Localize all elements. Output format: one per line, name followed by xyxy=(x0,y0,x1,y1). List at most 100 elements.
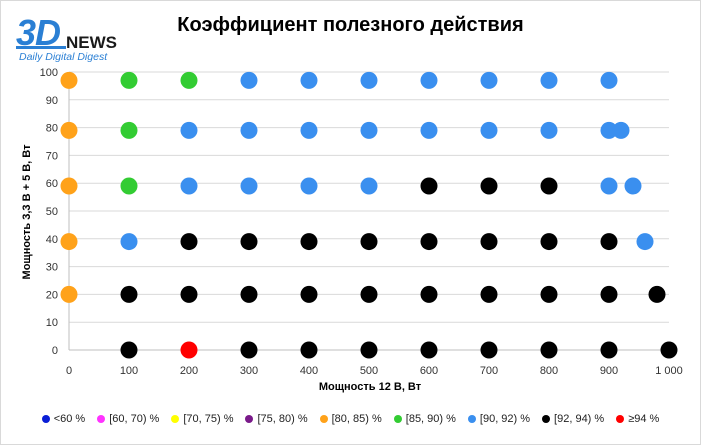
data-point xyxy=(180,233,198,251)
data-point xyxy=(360,233,378,251)
data-point xyxy=(360,121,378,139)
data-point xyxy=(420,341,438,359)
data-point xyxy=(600,177,618,195)
legend-item: ≥94 % xyxy=(616,413,659,425)
data-point xyxy=(480,177,498,195)
data-point xyxy=(300,285,318,303)
data-point xyxy=(420,177,438,195)
data-point xyxy=(420,71,438,89)
data-point xyxy=(120,233,138,251)
legend-marker xyxy=(616,415,625,423)
data-point xyxy=(480,341,498,359)
y-tick-label: 100 xyxy=(40,67,58,79)
y-tick-label: 10 xyxy=(46,317,58,329)
data-point xyxy=(120,341,138,359)
chart-title-wrap: Коэффициент полезного действия xyxy=(0,14,701,37)
legend-label: [90, 92) % xyxy=(479,413,531,425)
data-point xyxy=(240,341,258,359)
y-tick-label: 80 xyxy=(46,123,58,135)
y-tick-label: 60 xyxy=(46,178,58,190)
legend-item: <60 % xyxy=(41,413,85,425)
legend-label: ≥94 % xyxy=(628,413,660,425)
data-point xyxy=(480,285,498,303)
data-point xyxy=(240,71,258,89)
x-tick-label: 200 xyxy=(180,365,198,377)
data-point xyxy=(480,71,498,89)
data-point xyxy=(540,233,558,251)
data-point xyxy=(420,121,438,139)
x-tick-label: 500 xyxy=(360,365,378,377)
x-tick-label: 400 xyxy=(300,365,318,377)
data-point xyxy=(600,285,618,303)
data-point xyxy=(480,233,498,251)
x-tick-label: 800 xyxy=(540,365,558,377)
data-point xyxy=(180,177,198,195)
data-point xyxy=(300,121,318,139)
y-tick-label: 50 xyxy=(46,206,58,218)
x-axis-label: Мощность 12 В, Вт xyxy=(319,381,422,393)
data-point xyxy=(420,285,438,303)
data-point xyxy=(240,121,258,139)
data-point xyxy=(300,233,318,251)
data-point xyxy=(420,233,438,251)
legend-label: [75, 80) % xyxy=(257,413,308,425)
data-point xyxy=(648,285,666,303)
legend-item: [85, 90) % xyxy=(393,413,456,425)
legend-marker xyxy=(171,415,180,423)
x-tick-label: 1 000 xyxy=(655,365,683,377)
logo-news-text: NEWS xyxy=(66,33,117,52)
data-point xyxy=(60,285,78,303)
data-point xyxy=(600,341,618,359)
data-point xyxy=(360,71,378,89)
legend-item: [90, 92) % xyxy=(467,413,531,425)
data-point xyxy=(120,121,138,139)
data-point xyxy=(360,341,378,359)
legend-marker xyxy=(319,415,328,423)
legend-label: [60, 70) % xyxy=(109,413,160,425)
x-tick-label: 300 xyxy=(240,365,258,377)
data-point xyxy=(300,71,318,89)
legend-marker xyxy=(393,415,402,423)
data-point xyxy=(540,121,558,139)
data-point xyxy=(600,233,618,251)
data-point xyxy=(180,121,198,139)
data-point xyxy=(540,285,558,303)
logo-tagline: Daily Digital Digest xyxy=(19,51,108,63)
legend-item: [75, 80) % xyxy=(245,413,308,425)
y-tick-label: 40 xyxy=(46,234,58,246)
data-point xyxy=(240,177,258,195)
legend-marker xyxy=(97,415,106,423)
data-point xyxy=(180,285,198,303)
data-point xyxy=(120,285,138,303)
data-point xyxy=(120,177,138,195)
data-point xyxy=(612,121,630,139)
data-point xyxy=(60,177,78,195)
y-tick-label: 70 xyxy=(46,150,58,162)
chart-legend: <60 % [60, 70) % [70, 75) % [75, 80) % [80, … xyxy=(0,413,701,425)
data-point xyxy=(540,177,558,195)
data-point xyxy=(624,177,642,195)
legend-item: [92, 94) % xyxy=(542,413,604,425)
legend-label: [92, 94) % xyxy=(554,413,605,425)
y-axis-label: Мощность 3,3 В + 5 В, Вт xyxy=(21,144,33,280)
data-point xyxy=(60,233,78,251)
data-point xyxy=(540,71,558,89)
legend-marker xyxy=(41,415,50,423)
legend-marker xyxy=(467,415,476,423)
x-tick-label: 100 xyxy=(120,365,138,377)
data-point xyxy=(660,341,678,359)
legend-label: [80, 85) % xyxy=(331,413,382,425)
data-point xyxy=(540,341,558,359)
data-point xyxy=(360,285,378,303)
y-tick-label: 90 xyxy=(46,95,58,107)
data-point xyxy=(180,341,198,359)
y-tick-label: 30 xyxy=(46,262,58,274)
legend-item: [60, 70) % xyxy=(97,413,159,425)
data-point xyxy=(360,177,378,195)
data-point xyxy=(180,71,198,89)
x-tick-label: 900 xyxy=(600,365,618,377)
legend-marker xyxy=(245,415,254,423)
data-point xyxy=(600,121,618,139)
chart-title: Коэффициент полезного действия xyxy=(177,14,524,36)
